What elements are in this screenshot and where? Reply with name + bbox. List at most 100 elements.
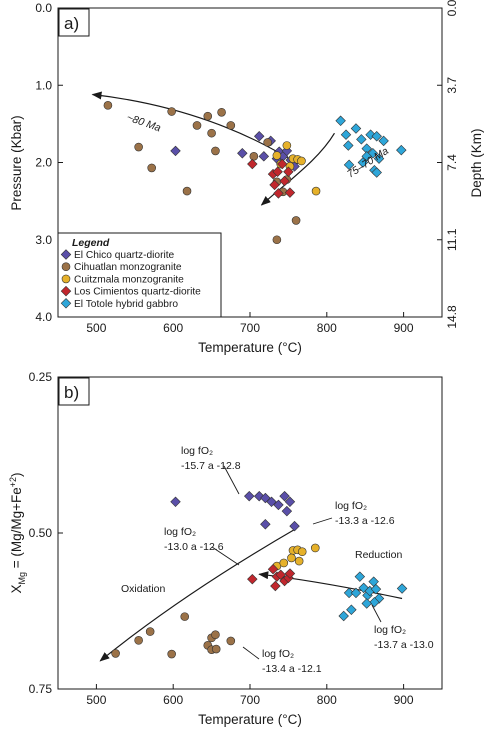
data-point — [289, 520, 300, 532]
panel-a-label: a) — [64, 14, 79, 33]
x-tick-label: 900 — [394, 693, 414, 707]
data-point — [145, 627, 155, 636]
x-tick-label: 800 — [317, 693, 337, 707]
annotation-line: log fO₂ — [164, 526, 196, 538]
pointer-line — [223, 465, 240, 495]
x-tick-label: 800 — [317, 321, 337, 335]
annotation-el-totole-fo2: log fO₂ -13.7 a -13.0 — [374, 624, 434, 651]
legend-marker — [60, 249, 72, 260]
data-point — [370, 583, 382, 595]
data-point — [358, 582, 369, 594]
legend-label: Cuitzmala monzogranite — [74, 274, 184, 285]
data-point — [192, 121, 202, 130]
annotation-el-chico-fo2: log fO₂ -15.7 a -12.8 — [181, 445, 241, 472]
x-tick-label: 500 — [86, 693, 106, 707]
data-point — [237, 148, 248, 159]
panel-a-x-axis-title: Temperature (°C) — [198, 340, 302, 355]
annotation-cuitzmala-fo2: log fO₂ -13.3 a -12.6 — [335, 500, 395, 527]
data-point — [350, 123, 362, 134]
panel-b-data-points — [111, 490, 408, 659]
annotation-pointers — [211, 465, 382, 660]
y2-tick-label: 0.0 — [445, 0, 459, 16]
annotation-line: -15.7 a -12.8 — [181, 460, 241, 472]
data-point — [275, 569, 286, 581]
x-tick-label: 500 — [86, 321, 106, 335]
y-tick-label: 0.0 — [35, 1, 52, 15]
data-point — [291, 216, 301, 225]
ylabel-x: X — [9, 585, 24, 594]
data-point — [371, 131, 382, 142]
data-point — [283, 166, 294, 177]
data-point — [263, 138, 272, 147]
panel-b-y-axis-title: XMg = (Mg/Mg+Fe+2) — [8, 472, 27, 593]
panel-a-label-box — [58, 8, 90, 37]
data-point — [134, 636, 143, 645]
data-point — [297, 547, 307, 557]
annotation-reduction: Reduction — [355, 549, 402, 561]
data-point — [284, 187, 296, 198]
legend-label: El Totole hybrid gabbro — [74, 299, 178, 310]
data-point — [260, 492, 271, 504]
data-point — [284, 568, 296, 579]
data-point — [273, 499, 284, 511]
data-point — [253, 490, 265, 502]
data-point — [378, 135, 389, 147]
series-cuitzmala-monzogranite — [272, 543, 320, 571]
data-point — [311, 186, 321, 196]
annotation-line: log fO₂ — [181, 445, 213, 457]
data-point — [279, 490, 290, 502]
data-point — [356, 134, 367, 145]
data-point — [297, 156, 306, 166]
y-tick-label: 1.0 — [35, 78, 52, 92]
data-point — [396, 583, 408, 594]
panel-a-y2-axis-title: Depth (Km) — [469, 128, 484, 197]
panel-a-y-axis-title: Pressure (Kbar) — [9, 115, 24, 210]
pointer-line — [371, 604, 382, 623]
panel-b-ticks: 500 600 700 800 900 0.25 0.50 0.75 — [29, 370, 414, 707]
x-tick-label: 700 — [240, 321, 260, 335]
data-point — [266, 496, 277, 508]
data-point — [182, 186, 192, 196]
data-point — [147, 163, 156, 173]
y-tick-label: 0.50 — [29, 526, 53, 540]
data-point — [270, 580, 281, 592]
annotation-cihuatlan-fo2: log fO₂ -13.4 a -12.1 — [262, 648, 322, 675]
annotation-line: -13.7 a -13.0 — [374, 639, 434, 651]
data-point — [281, 505, 293, 517]
data-point — [284, 496, 296, 508]
data-point — [258, 151, 270, 162]
data-point — [244, 490, 255, 502]
data-point — [272, 151, 282, 160]
data-point — [207, 128, 216, 138]
panel-b-label-box — [58, 377, 90, 406]
ylabel-sub: Mg — [17, 572, 27, 585]
data-point — [279, 175, 290, 187]
y-tick-label: 4.0 — [35, 310, 52, 324]
data-point — [134, 142, 143, 152]
data-point — [396, 144, 407, 156]
annotation-line: -13.3 a -12.6 — [335, 515, 395, 527]
annotation-line: log fO₂ — [335, 500, 367, 512]
data-point — [373, 153, 385, 164]
data-point — [354, 571, 366, 582]
legend-marker — [61, 262, 71, 272]
annotation-80ma: ~80 Ma — [125, 111, 162, 134]
ylabel-eq: = (Mg/Mg+Fe — [9, 487, 24, 572]
legend-box — [57, 232, 222, 318]
series-el-totole-hybrid-gabbro — [338, 571, 408, 622]
y-tick-label: 0.25 — [29, 370, 53, 384]
legend-marker — [60, 285, 72, 297]
data-point — [170, 145, 181, 157]
data-point — [211, 146, 220, 156]
data-point — [226, 121, 236, 130]
data-point — [294, 556, 304, 566]
annotation-oxidation: Oxidation — [121, 583, 166, 595]
x-tick-label: 900 — [394, 321, 414, 335]
data-point — [267, 563, 279, 575]
data-point — [340, 129, 352, 140]
annotation-los-cimientos-fo2: log fO₂ -13.0 a -12.6 — [164, 526, 224, 553]
y2-tick-label: 3.7 — [445, 77, 459, 94]
x-tick-label: 600 — [163, 693, 183, 707]
y-tick-label: 2.0 — [35, 156, 52, 170]
annotation-line: log fO₂ — [374, 624, 406, 636]
